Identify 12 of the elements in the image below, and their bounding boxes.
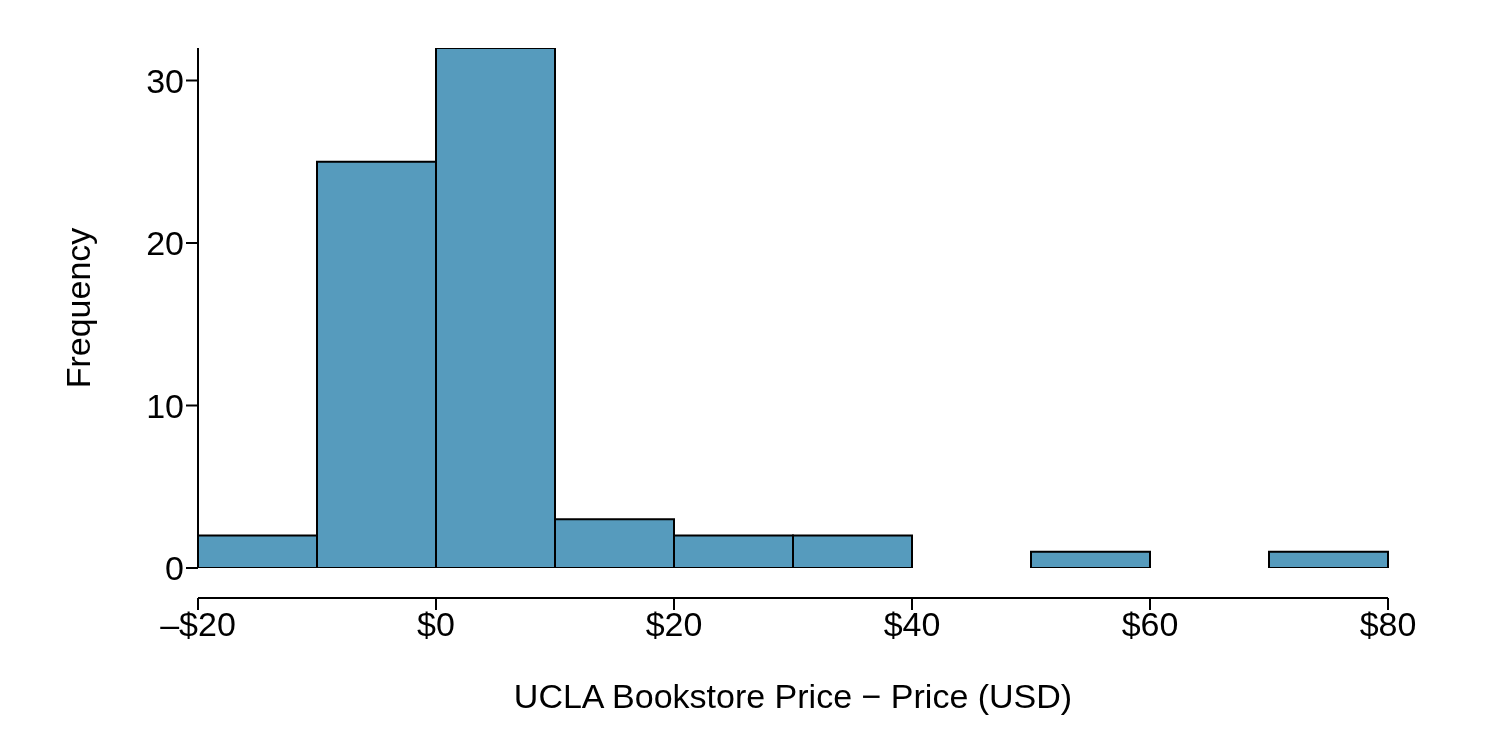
x-tick-label: –$20 — [160, 605, 236, 644]
y-axis-title: Frequency — [59, 227, 98, 389]
x-axis-title: UCLA Bookstore Price − Price (USD) — [513, 677, 1073, 715]
y-tick-label: 30 — [146, 61, 184, 100]
x-tick-label: $20 — [645, 605, 703, 644]
x-tick-label: $0 — [417, 605, 455, 644]
x-tick-label: $80 — [1359, 605, 1417, 644]
x-tick-label: $60 — [1121, 605, 1179, 644]
y-tick-label: 20 — [146, 224, 184, 263]
y-tick-label: 0 — [165, 549, 184, 588]
x-tick-label: $40 — [883, 605, 941, 644]
y-tick-label: 10 — [146, 386, 184, 425]
